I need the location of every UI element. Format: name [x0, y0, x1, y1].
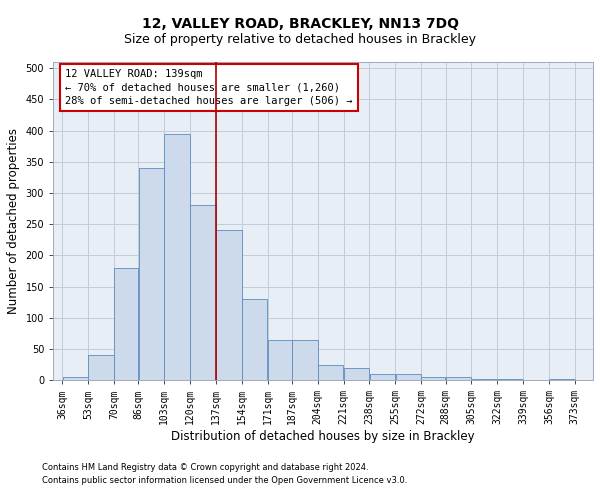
Bar — [370, 374, 395, 380]
Text: Contains HM Land Registry data © Crown copyright and database right 2024.: Contains HM Land Registry data © Crown c… — [42, 464, 368, 472]
Text: 12, VALLEY ROAD, BRACKLEY, NN13 7DQ: 12, VALLEY ROAD, BRACKLEY, NN13 7DQ — [142, 18, 458, 32]
Bar — [395, 374, 421, 380]
Bar — [446, 377, 471, 380]
Bar — [549, 379, 575, 380]
Text: 12 VALLEY ROAD: 139sqm
← 70% of detached houses are smaller (1,260)
28% of semi-: 12 VALLEY ROAD: 139sqm ← 70% of detached… — [65, 70, 353, 106]
Bar — [292, 340, 317, 380]
Bar — [318, 364, 343, 380]
Bar — [344, 368, 369, 380]
Bar — [164, 134, 190, 380]
Bar — [421, 377, 445, 380]
Bar — [242, 299, 268, 380]
Text: Size of property relative to detached houses in Brackley: Size of property relative to detached ho… — [124, 32, 476, 46]
Bar — [139, 168, 164, 380]
Bar — [114, 268, 138, 380]
Y-axis label: Number of detached properties: Number of detached properties — [7, 128, 20, 314]
Bar — [88, 356, 114, 380]
Bar — [190, 206, 215, 380]
Bar — [216, 230, 242, 380]
X-axis label: Distribution of detached houses by size in Brackley: Distribution of detached houses by size … — [171, 430, 475, 443]
Bar — [497, 379, 523, 380]
Bar — [472, 379, 497, 380]
Bar — [62, 377, 88, 380]
Bar — [268, 340, 292, 380]
Text: Contains public sector information licensed under the Open Government Licence v3: Contains public sector information licen… — [42, 476, 407, 485]
